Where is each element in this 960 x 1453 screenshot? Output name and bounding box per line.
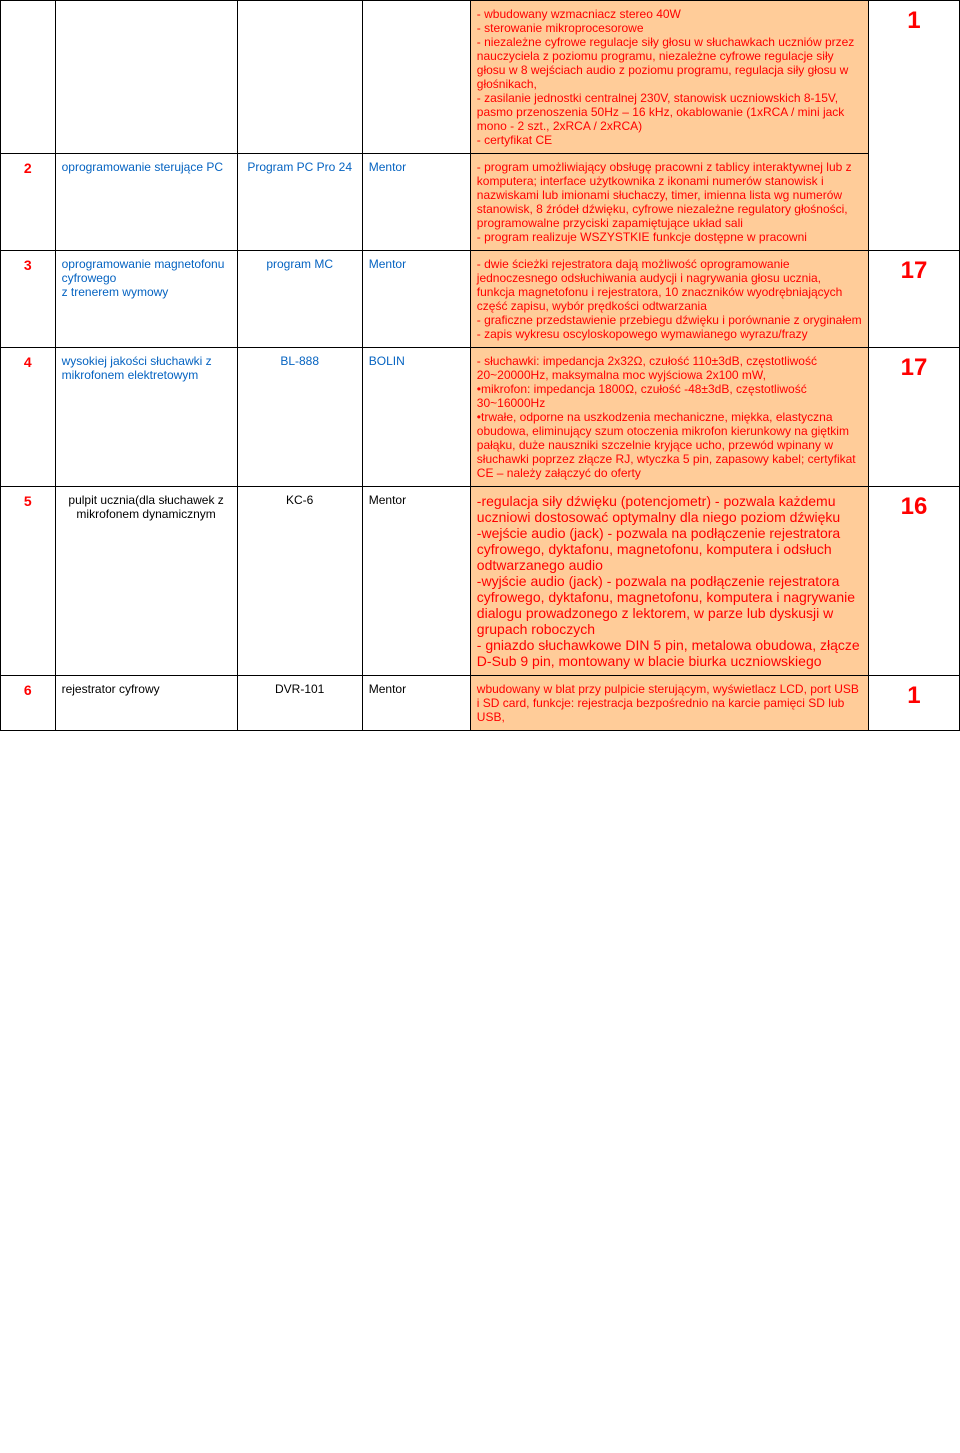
item-name: wysokiej jakości słuchawki z mikrofonem …	[55, 348, 237, 487]
description-cell: wbudowany w blat przy pulpicie sterujący…	[470, 676, 868, 731]
qty-cell: 1	[868, 1, 959, 251]
item-name: oprogramowanie sterujące PC	[55, 154, 237, 251]
table-row: 6rejestrator cyfrowyDVR-101Mentorwbudowa…	[1, 676, 960, 731]
row-number: 2	[1, 154, 56, 251]
table-row: 4wysokiej jakości słuchawki z mikrofonem…	[1, 348, 960, 487]
table-row: 2oprogramowanie sterujące PCProgram PC P…	[1, 154, 960, 251]
item-model: KC-6	[237, 487, 362, 676]
item-brand: Mentor	[362, 487, 470, 676]
qty-cell: 16	[868, 487, 959, 676]
qty-cell: 17	[868, 251, 959, 348]
description-cell: - słuchawki: impedancja 2x32Ω, czułość 1…	[470, 348, 868, 487]
qty-value: 1	[907, 682, 920, 709]
table-row: 5pulpit ucznia(dla słuchawek z mikrofone…	[1, 487, 960, 676]
description-cell: - dwie ścieżki rejestratora dają możliwo…	[470, 251, 868, 348]
item-brand: Mentor	[362, 251, 470, 348]
qty-value: 17	[901, 257, 928, 284]
item-model: BL-888	[237, 348, 362, 487]
item-brand: Mentor	[362, 676, 470, 731]
qty-value: 1	[907, 7, 920, 34]
item-name: pulpit ucznia(dla słuchawek z mikrofonem…	[55, 487, 237, 676]
row-number: 3	[1, 251, 56, 348]
item-model: program MC	[237, 251, 362, 348]
item-name: oprogramowanie magnetofonu cyfrowegoz tr…	[55, 251, 237, 348]
item-brand: BOLIN	[362, 348, 470, 487]
qty-value: 16	[901, 493, 928, 520]
item-name: rejestrator cyfrowy	[55, 676, 237, 731]
item-brand: Mentor	[362, 154, 470, 251]
row-number: 4	[1, 348, 56, 487]
item-model: Program PC Pro 24	[237, 154, 362, 251]
qty-cell: 1	[868, 676, 959, 731]
spec-table: - wbudowany wzmacniacz stereo 40W- stero…	[0, 0, 960, 731]
description-cell: - program umożliwiający obsługę pracowni…	[470, 154, 868, 251]
table-row: - wbudowany wzmacniacz stereo 40W- stero…	[1, 1, 960, 154]
description-cell: - wbudowany wzmacniacz stereo 40W- stero…	[470, 1, 868, 154]
row-number: 5	[1, 487, 56, 676]
description-cell: -regulacja siły dźwięku (potencjometr) -…	[470, 487, 868, 676]
row-number: 6	[1, 676, 56, 731]
qty-value: 17	[901, 354, 928, 381]
qty-cell: 17	[868, 348, 959, 487]
table-row: 3oprogramowanie magnetofonu cyfrowegoz t…	[1, 251, 960, 348]
item-model: DVR-101	[237, 676, 362, 731]
